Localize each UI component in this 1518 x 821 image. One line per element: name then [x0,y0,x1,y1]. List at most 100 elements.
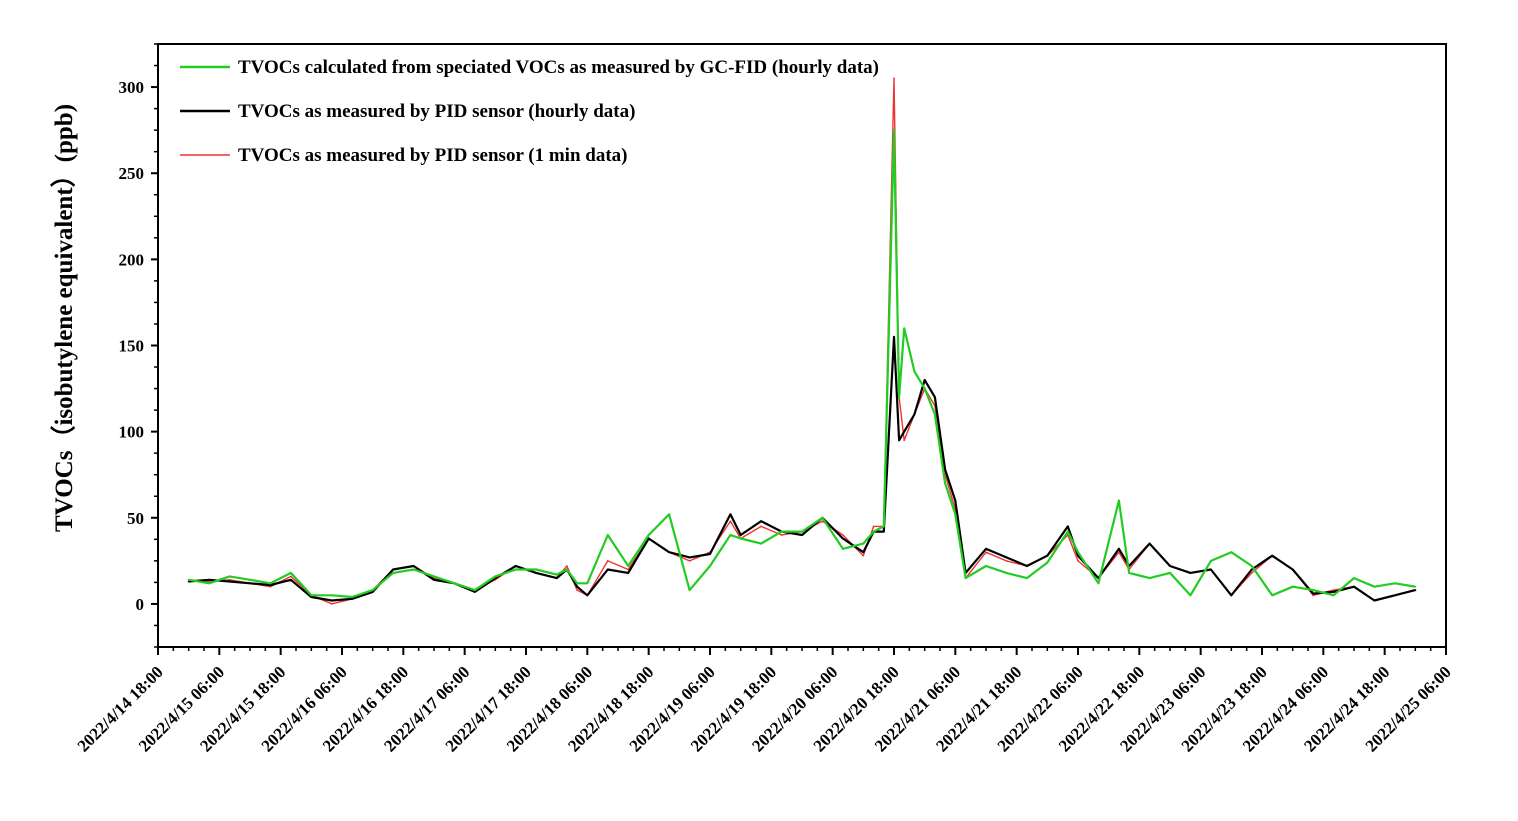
data-point [1312,589,1315,592]
data-point [269,584,272,586]
data-point [1005,556,1008,559]
data-point [576,585,579,588]
data-point [1230,594,1233,597]
data-point [1373,585,1376,588]
data-point [862,554,865,557]
data-point [1077,551,1079,554]
data-point [1393,594,1396,597]
data-point [923,387,926,390]
data-point [801,530,803,533]
data-point [1414,589,1417,592]
y-axis: 0 50 100 150 200 250 300 [119,43,158,648]
data-point [1046,554,1049,557]
data-point [985,547,987,550]
data-point [1271,554,1274,557]
plot-frame [157,43,1447,648]
data-point [1169,572,1171,574]
data-point [249,578,251,581]
data-point [780,534,783,536]
data-point [964,577,967,579]
data-point [729,534,732,536]
y-tick-label: 50 [127,509,144,528]
data-point [688,559,691,562]
data-point [913,413,916,416]
data-point [433,578,435,581]
y-tick-label: 300 [119,78,145,97]
data-point [933,413,936,416]
data-point [606,534,609,536]
data-point [473,590,476,593]
data-point [1230,551,1233,554]
y-tick-label: 150 [119,337,145,356]
data-point [1373,599,1376,602]
legend-label: TVOCs as measured by PID sensor (1 min d… [238,145,628,166]
data-point [412,565,415,567]
data-point [606,568,609,571]
data-point [310,594,313,597]
data-point [647,537,650,540]
data-point [1250,565,1253,567]
data-point [985,565,987,567]
data-point [729,520,732,523]
data-point [668,551,671,554]
data-point [371,589,374,592]
data-point [1117,499,1120,502]
data-point [1066,525,1069,528]
data-point [647,534,650,536]
data-point [739,534,742,536]
data-point [392,568,395,571]
data-point [862,551,865,554]
data-point [923,379,926,381]
y-tick-label: 200 [119,250,145,269]
data-point [1025,577,1028,579]
data-point [1128,572,1131,574]
data-point [514,565,517,567]
series-layer [187,77,1417,605]
data-point [903,327,906,330]
data-point [392,572,395,574]
series-line-2 [188,129,1416,599]
data-point [555,577,558,579]
data-point [627,565,630,567]
data-point [954,499,957,502]
y-tick-label: 100 [119,423,145,442]
data-point [933,396,936,399]
data-point [1332,590,1335,593]
data-point [576,589,579,592]
data-point [1189,572,1192,574]
data-point [1148,542,1151,545]
data-point [351,596,354,598]
data-point [760,525,763,528]
data-point [1250,568,1253,571]
data-point [709,565,711,567]
data-point [954,513,957,516]
data-point [898,439,901,442]
data-point [1209,568,1212,571]
data-point [760,520,763,523]
data-point [1393,582,1396,585]
data-point [872,530,875,533]
data-point [882,525,885,528]
data-point [1148,577,1151,579]
data-point [330,599,333,602]
data-point [841,534,844,536]
data-point [576,582,579,585]
data-point [187,578,190,581]
legend: TVOCs calculated from speciated VOCs as … [180,57,879,166]
data-point [821,516,824,519]
data-point [330,594,333,597]
data-point [555,573,558,576]
data-point [565,565,568,567]
data-point [1005,572,1008,574]
data-point [535,568,538,571]
data-point [514,568,517,571]
data-point [1117,551,1120,554]
data-point [821,520,824,523]
data-point [903,430,906,433]
data-point [1189,594,1192,597]
data-point [249,582,251,585]
data-point [565,568,568,571]
data-point [433,575,435,578]
data-point [1046,561,1049,564]
